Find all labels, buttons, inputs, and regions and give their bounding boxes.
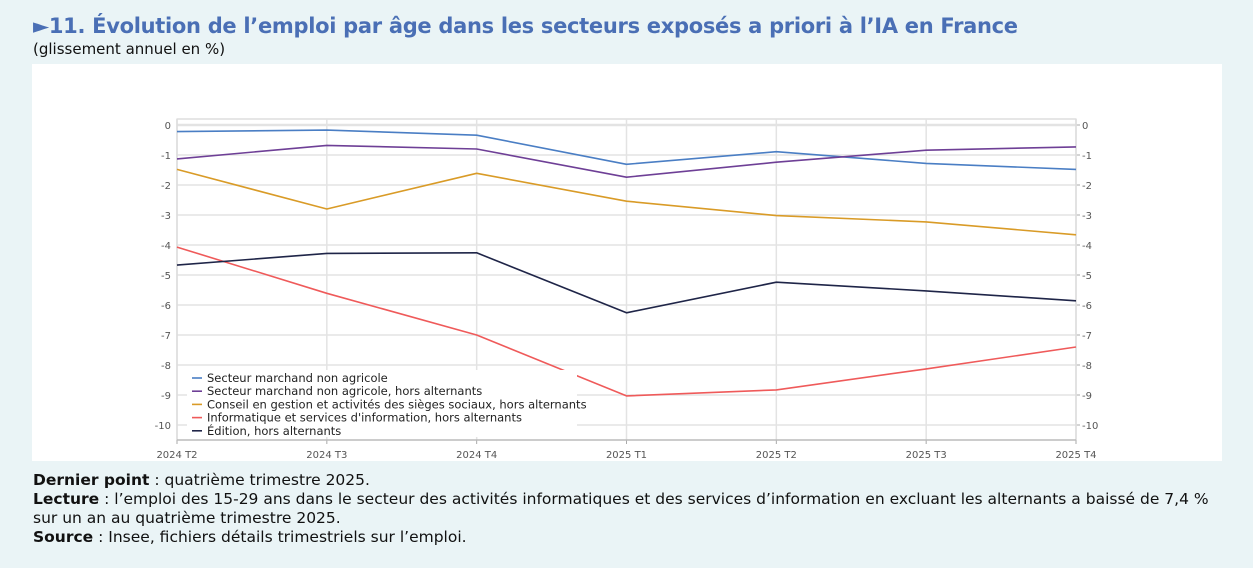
x-tick-label: 2025 T4 <box>1055 450 1096 461</box>
y-tick-label-left: -9 <box>161 391 171 402</box>
legend-label: Secteur marchand non agricole, hors alte… <box>207 384 482 398</box>
source-text: : Insee, fichiers détails trimestriels s… <box>93 528 467 546</box>
x-tick-label: 2025 T2 <box>756 450 797 461</box>
last-point-note: Dernier point : quatrième trimestre 2025… <box>33 471 1223 490</box>
legend-label: Secteur marchand non agricole <box>207 371 388 385</box>
y-tick-label-left: -6 <box>161 301 171 312</box>
y-tick-label-right: 0 <box>1082 121 1088 132</box>
y-tick-label-left: -8 <box>161 361 171 372</box>
x-tick-label: 2025 T1 <box>606 450 647 461</box>
chart-panel: 0 0 -1 -1 -2 -2 -3 -3 -4 -4 -5 -5 -6 -6 -7 -7 -8 -8 -9 -9 -1… <box>32 64 1222 461</box>
reading-note: Lecture : l’emploi des 15-29 ans dans le… <box>33 490 1223 528</box>
y-tick-label-left: -2 <box>161 181 171 192</box>
series-line-2 <box>176 144 1077 178</box>
legend-background <box>187 370 577 437</box>
series-line-4 <box>176 246 1077 397</box>
chart-title: ►11. Évolution de l’emploi par âge dans … <box>33 14 1018 38</box>
y-tick-label-left: -4 <box>161 241 171 252</box>
legend-label: Édition, hors alternants <box>207 423 341 438</box>
reading-text: : l’emploi des 15-29 ans dans le secteur… <box>33 490 1209 527</box>
legend-label: Informatique et services d'information, … <box>207 411 522 425</box>
source-note: Source : Insee, fichiers détails trimest… <box>33 528 1223 547</box>
y-tick-label-right: -7 <box>1082 331 1092 342</box>
x-tick-label: 2025 T3 <box>906 450 947 461</box>
series-line-5 <box>176 252 1077 314</box>
reading-label: Lecture <box>33 490 100 508</box>
source-label: Source <box>33 528 94 546</box>
y-tick-label-right: -1 <box>1082 151 1092 162</box>
y-tick-label-right: -2 <box>1082 181 1092 192</box>
y-tick-label-left: -3 <box>161 211 171 222</box>
y-tick-label-right: -5 <box>1082 271 1092 282</box>
chart-subtitle: (glissement annuel en %) <box>33 40 226 58</box>
y-tick-label-right: -6 <box>1082 301 1092 312</box>
chart-notes: Dernier point : quatrième trimestre 2025… <box>33 471 1223 547</box>
y-tick-label-right: -8 <box>1082 361 1092 372</box>
x-tick-label: 2024 T3 <box>306 450 347 461</box>
y-tick-label-left: 0 <box>165 121 171 132</box>
last-point-text: : quatrième trimestre 2025. <box>149 471 370 489</box>
y-tick-label-left: -1 <box>161 151 171 162</box>
y-tick-label-right: -10 <box>1082 421 1098 432</box>
legend-label: Conseil en gestion et activités des sièg… <box>207 397 587 411</box>
y-tick-label-right: -3 <box>1082 211 1092 222</box>
y-tick-label-right: -9 <box>1082 391 1092 402</box>
y-tick-label-left: -7 <box>161 331 171 342</box>
series-line-3 <box>176 168 1077 236</box>
y-tick-label-left: -5 <box>161 271 171 282</box>
series-line-1 <box>176 129 1077 171</box>
y-tick-label-right: -4 <box>1082 241 1092 252</box>
y-tick-label-left: -10 <box>155 421 171 432</box>
x-tick-label: 2024 T4 <box>456 450 497 461</box>
x-tick-label: 2024 T2 <box>156 450 197 461</box>
last-point-label: Dernier point <box>33 471 150 489</box>
line-chart: 0 0 -1 -1 -2 -2 -3 -3 -4 -4 -5 -5 -6 -6 -7 -7 -8 -8 -9 -9 -1… <box>155 118 1098 461</box>
